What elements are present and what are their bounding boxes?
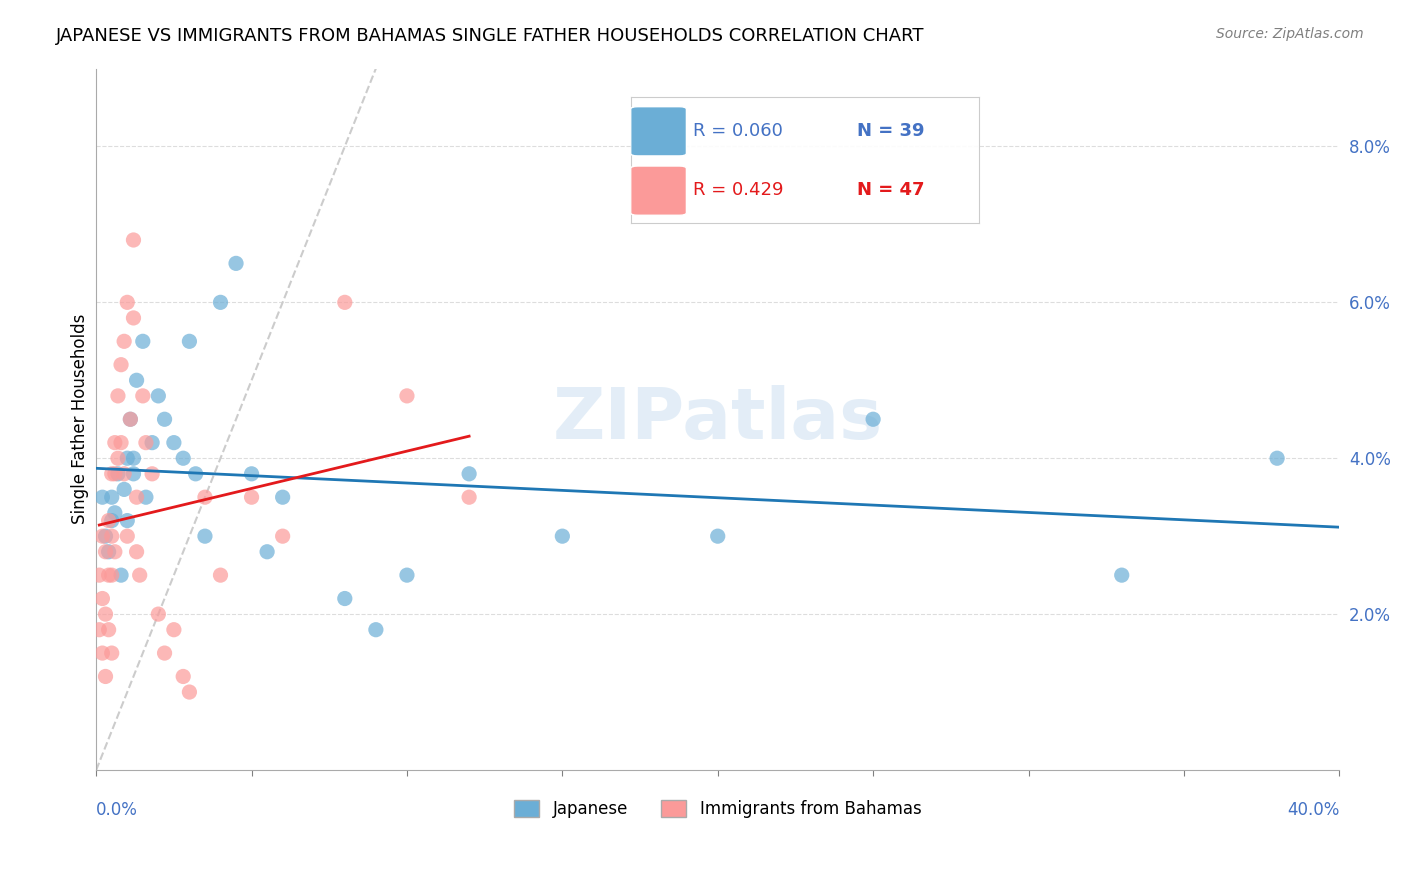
Point [97,545,120,559]
Point [1111,568,1133,582]
Point [458,467,481,481]
Text: JAPANESE VS IMMIGRANTS FROM BAHAMAS SINGLE FATHER HOUSEHOLDS CORRELATION CHART: JAPANESE VS IMMIGRANTS FROM BAHAMAS SING… [56,27,925,45]
Point [100,646,122,660]
Point [100,529,122,543]
Point [153,412,176,426]
Point [122,310,145,325]
Point [364,623,387,637]
Point [179,334,201,349]
Point [256,545,278,559]
Point [94,669,117,683]
Point [112,467,135,481]
Point [179,685,201,699]
Point [107,467,129,481]
Point [117,514,139,528]
Point [110,358,132,372]
Point [104,506,127,520]
Point [141,467,163,481]
Point [862,412,884,426]
Point [135,490,157,504]
Point [91,591,114,606]
Point [100,568,122,582]
Point [271,529,294,543]
Point [148,607,170,621]
Point [100,490,122,504]
Point [107,451,129,466]
Text: 40.0%: 40.0% [1286,800,1340,819]
Point [89,568,111,582]
Point [148,389,170,403]
Point [117,451,139,466]
Point [117,529,139,543]
Point [184,467,207,481]
Point [110,435,132,450]
Point [112,483,135,497]
Point [132,389,155,403]
Point [94,529,117,543]
Point [117,295,139,310]
Point [395,568,418,582]
Point [122,451,145,466]
Point [240,467,263,481]
Point [91,490,114,504]
Legend: Japanese, Immigrants from Bahamas: Japanese, Immigrants from Bahamas [508,793,928,825]
Point [104,435,127,450]
Point [551,529,574,543]
Point [107,389,129,403]
Point [125,373,148,387]
Y-axis label: Single Father Households: Single Father Households [72,314,89,524]
Point [100,467,122,481]
Point [153,646,176,660]
Point [94,607,117,621]
Point [172,669,194,683]
Point [112,334,135,349]
Point [163,623,186,637]
Point [94,545,117,559]
Point [120,412,142,426]
Point [125,545,148,559]
Point [110,568,132,582]
Point [209,295,232,310]
Text: 0.0%: 0.0% [96,800,138,819]
Point [122,233,145,247]
Point [458,490,481,504]
Point [1265,451,1288,466]
Point [333,295,356,310]
Point [706,529,728,543]
Point [128,568,150,582]
Point [122,467,145,481]
Point [89,623,111,637]
Point [163,435,186,450]
Point [225,256,247,270]
Point [104,545,127,559]
Point [333,591,356,606]
Point [132,334,155,349]
Point [97,623,120,637]
Point [172,451,194,466]
Point [271,490,294,504]
Point [91,646,114,660]
Point [91,529,114,543]
Point [194,490,217,504]
Point [135,435,157,450]
Text: ZIPatlas: ZIPatlas [553,384,883,454]
Text: Source: ZipAtlas.com: Source: ZipAtlas.com [1216,27,1364,41]
Point [104,467,127,481]
Point [141,435,163,450]
Point [209,568,232,582]
Point [97,568,120,582]
Point [240,490,263,504]
Point [125,490,148,504]
Point [194,529,217,543]
Point [395,389,418,403]
Point [97,514,120,528]
Point [100,514,122,528]
Point [120,412,142,426]
